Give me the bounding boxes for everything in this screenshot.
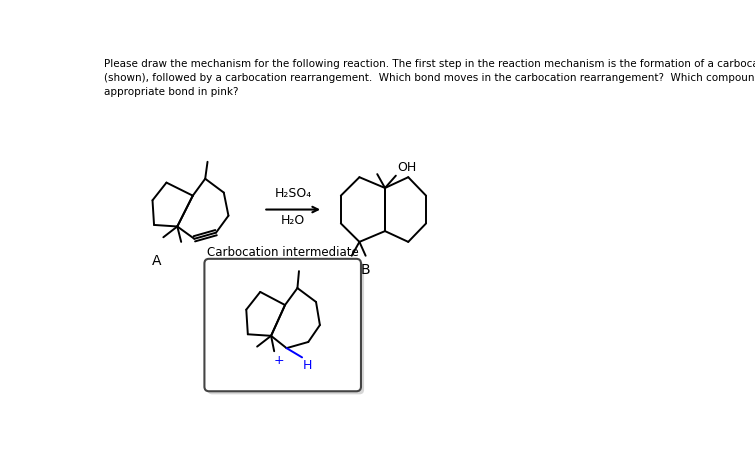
Text: H₂O: H₂O (281, 214, 305, 227)
Text: H: H (303, 359, 313, 372)
Text: A: A (152, 254, 161, 268)
FancyBboxPatch shape (208, 262, 364, 394)
Text: H₂SO₄: H₂SO₄ (275, 187, 312, 199)
Text: Please draw the mechanism for the following reaction. The first step in the reac: Please draw the mechanism for the follow… (103, 59, 755, 97)
Text: Carbocation intermediate: Carbocation intermediate (207, 246, 359, 259)
Text: OH: OH (397, 161, 417, 174)
Text: B: B (361, 263, 371, 278)
Text: +: + (273, 354, 284, 367)
FancyBboxPatch shape (205, 259, 361, 391)
